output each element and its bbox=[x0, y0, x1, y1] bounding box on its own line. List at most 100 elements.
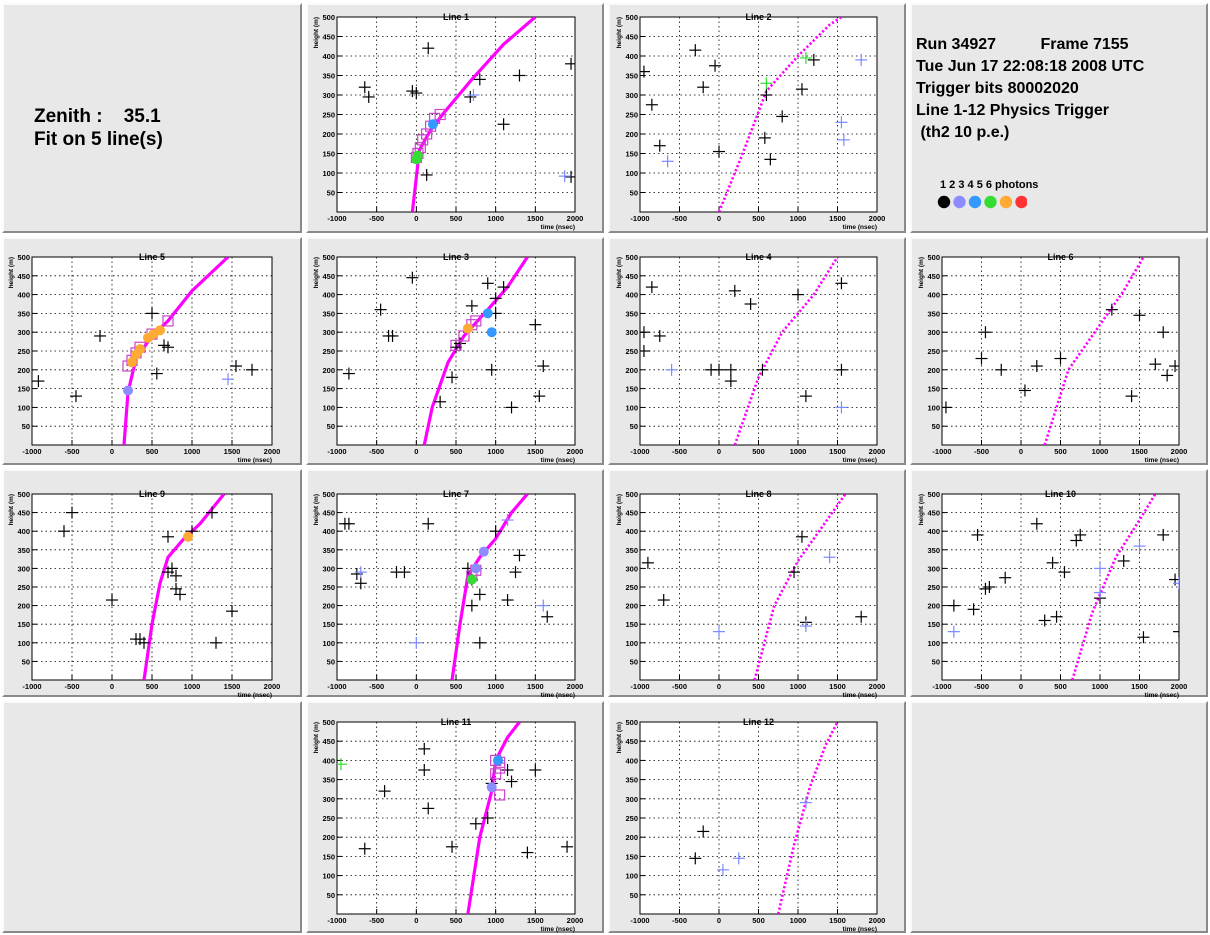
y-tick-label: 350 bbox=[322, 72, 335, 81]
hit-marker bbox=[1133, 309, 1146, 322]
plot-area bbox=[641, 494, 868, 680]
y-tick-label: 200 bbox=[625, 833, 638, 842]
chart-line-6: -1000 -500 0 500 1000 1500 2000 50 100 150 200 250 3… bbox=[918, 252, 1187, 464]
hit-marker bbox=[174, 588, 186, 601]
y-tick-label: 200 bbox=[17, 366, 30, 375]
x-tick-label: -500 bbox=[369, 916, 384, 925]
hit-marker bbox=[795, 530, 808, 543]
hit-marker bbox=[489, 525, 502, 538]
hit-marker bbox=[792, 288, 804, 301]
plot-area bbox=[342, 257, 550, 445]
fitted-hit-box bbox=[490, 768, 502, 780]
hit-marker bbox=[501, 594, 514, 607]
grid bbox=[942, 494, 1179, 680]
photon-dot bbox=[183, 531, 193, 542]
y-tick-label: 500 bbox=[625, 490, 638, 499]
y-tick-label: 500 bbox=[322, 253, 335, 262]
y-tick-label: 200 bbox=[322, 602, 335, 611]
x-tick-label: -1000 bbox=[630, 682, 649, 691]
hit-marker bbox=[713, 363, 725, 376]
y-axis-label: height (m) bbox=[313, 257, 320, 288]
x-axis-label: time (nsec) bbox=[541, 457, 575, 464]
x-tick-label: 1000 bbox=[487, 916, 504, 925]
hit-marker bbox=[505, 401, 518, 414]
hit-marker-light bbox=[467, 89, 480, 101]
y-tick-label: 500 bbox=[17, 253, 30, 262]
x-tick-label: 1000 bbox=[487, 447, 504, 456]
hit-marker bbox=[32, 375, 45, 388]
grid bbox=[942, 257, 1179, 445]
x-tick-label: -1000 bbox=[630, 916, 649, 925]
empty-panel-right bbox=[910, 701, 1208, 933]
y-tick-label: 400 bbox=[322, 52, 335, 61]
hit-marker bbox=[410, 87, 423, 100]
hit-marker bbox=[342, 367, 355, 380]
hit-marker bbox=[728, 284, 741, 297]
hit-marker bbox=[799, 390, 812, 403]
hit-marker bbox=[246, 363, 258, 376]
hit-marker bbox=[465, 299, 478, 312]
y-tick-label: 200 bbox=[927, 366, 940, 375]
fitted-hit-box bbox=[494, 789, 506, 801]
hit-marker bbox=[640, 65, 650, 78]
y-tick-label: 300 bbox=[17, 564, 30, 573]
y-tick-label: 450 bbox=[625, 509, 638, 518]
x-tick-label: 1500 bbox=[224, 447, 241, 456]
fit-line bbox=[733, 257, 839, 445]
y-tick-label: 350 bbox=[625, 309, 638, 318]
x-tick-label: 500 bbox=[450, 916, 463, 925]
chart-title: Line 6 bbox=[1047, 252, 1073, 262]
x-tick-label: -1000 bbox=[932, 447, 951, 456]
x-tick-label: 2000 bbox=[567, 916, 584, 925]
hit-marker bbox=[1058, 566, 1071, 579]
y-tick-label: 150 bbox=[625, 620, 638, 629]
y-tick-label: 500 bbox=[927, 253, 940, 262]
y-tick-label: 300 bbox=[322, 564, 335, 573]
hit-marker bbox=[170, 569, 182, 582]
y-axis-label: height (m) bbox=[313, 17, 320, 48]
chart-line-5: -1000 -500 0 500 1000 1500 2000 50 100 150 200 250 3… bbox=[8, 252, 280, 464]
y-tick-label: 300 bbox=[625, 328, 638, 337]
photon-dot bbox=[135, 344, 145, 355]
y-tick-label: 50 bbox=[327, 657, 335, 666]
y-tick-label: 350 bbox=[322, 776, 335, 785]
photon-dot bbox=[412, 150, 423, 161]
x-tick-label: 2000 bbox=[1171, 447, 1188, 456]
y-tick-label: 350 bbox=[322, 546, 335, 555]
x-tick-label: -1000 bbox=[22, 682, 41, 691]
x-tick-label: 0 bbox=[414, 214, 418, 223]
run-number: Run 34927 bbox=[916, 36, 997, 53]
hit-marker bbox=[689, 44, 702, 57]
y-tick-label: 350 bbox=[17, 546, 30, 555]
hit-marker-light bbox=[558, 170, 571, 183]
hit-marker bbox=[358, 842, 371, 855]
y-tick-label: 500 bbox=[625, 253, 638, 262]
hit-marker bbox=[406, 271, 419, 284]
y-tick-label: 50 bbox=[327, 891, 335, 900]
x-tick-label: 1500 bbox=[527, 214, 544, 223]
hit-marker-light bbox=[799, 620, 812, 633]
y-tick-label: 450 bbox=[322, 33, 335, 42]
chart-title: Line 1 bbox=[443, 12, 469, 22]
y-tick-label: 150 bbox=[927, 385, 940, 394]
hit-marker-light bbox=[501, 514, 514, 527]
hit-marker bbox=[971, 528, 984, 541]
zenith-row: Zenith : 35.1 bbox=[34, 105, 163, 128]
hit-marker bbox=[422, 802, 435, 815]
hit-marker bbox=[378, 785, 391, 798]
chart-title: Line 12 bbox=[743, 717, 774, 727]
hit-marker-light bbox=[1094, 562, 1106, 575]
legend-dot-2 bbox=[953, 195, 966, 209]
y-tick-label: 400 bbox=[927, 291, 940, 300]
y-tick-label: 500 bbox=[625, 718, 638, 727]
photon-dot bbox=[466, 574, 477, 585]
x-tick-label: 0 bbox=[414, 682, 418, 691]
x-axis-label: time (nsec) bbox=[1145, 457, 1179, 464]
hit-marker bbox=[641, 556, 654, 569]
x-tick-label: 500 bbox=[146, 447, 159, 456]
y-tick-label: 100 bbox=[625, 403, 638, 412]
x-tick-label: -500 bbox=[974, 682, 989, 691]
x-tick-label: 0 bbox=[717, 447, 721, 456]
hit-marker-light bbox=[1173, 577, 1179, 590]
